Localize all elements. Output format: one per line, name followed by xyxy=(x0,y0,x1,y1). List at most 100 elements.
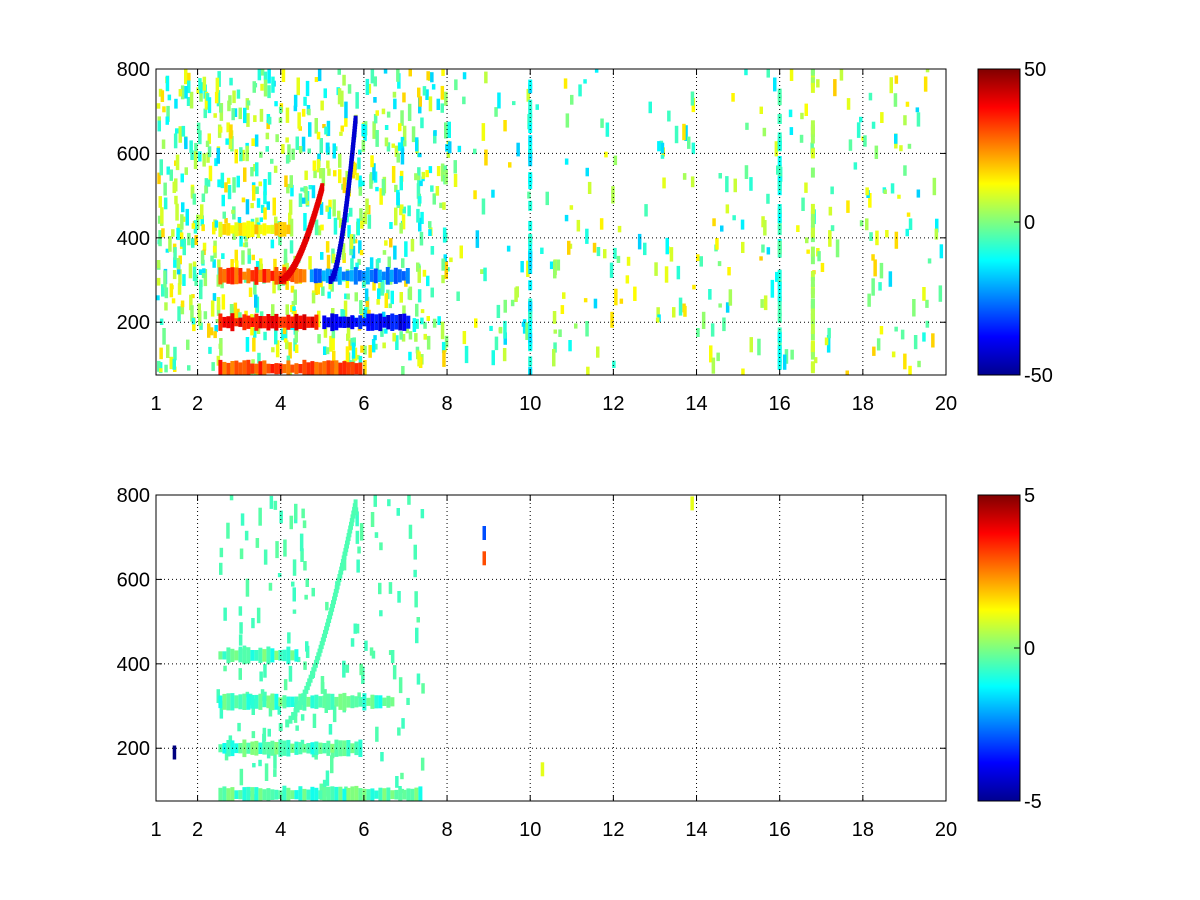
heatmap-cell xyxy=(304,186,308,204)
heatmap-cell xyxy=(328,281,332,290)
heatmap-cell xyxy=(648,101,652,114)
heatmap-cell xyxy=(314,787,319,801)
heatmap-cell xyxy=(859,220,864,227)
heatmap-cell xyxy=(290,269,295,283)
heatmap-cell xyxy=(383,69,388,74)
heatmap-cell xyxy=(271,76,275,93)
heatmap-cell xyxy=(408,69,412,77)
heatmap-cell xyxy=(387,499,391,507)
heatmap-cell xyxy=(364,640,368,651)
heatmap-cell xyxy=(810,210,815,221)
heatmap-cell xyxy=(226,362,231,375)
heatmap-cell xyxy=(166,166,170,175)
heatmap-cell xyxy=(810,124,815,135)
heatmap-cell xyxy=(322,786,327,801)
heatmap-cell xyxy=(366,697,371,706)
heatmap-cell xyxy=(664,266,669,283)
heatmap-cell xyxy=(749,177,753,191)
heatmap-cell xyxy=(410,238,415,252)
heatmap-cell xyxy=(375,130,379,147)
heatmap-cell xyxy=(288,342,292,359)
heatmap-cell xyxy=(342,177,347,194)
heatmap-cell xyxy=(327,168,331,176)
heatmap-cell xyxy=(314,361,319,375)
heatmap-cell xyxy=(253,278,257,295)
heatmap-cell xyxy=(288,199,293,215)
heatmap-cell xyxy=(342,74,346,86)
heatmap-cell xyxy=(285,155,290,164)
heatmap-cell xyxy=(516,142,520,157)
heatmap-cell xyxy=(226,788,231,801)
heatmap-cell xyxy=(319,202,324,215)
heatmap-cell xyxy=(430,246,435,255)
heatmap-cell xyxy=(347,225,351,238)
heatmap-cell xyxy=(302,520,307,529)
heatmap-cell xyxy=(355,623,360,634)
heatmap-cell xyxy=(330,360,335,375)
heatmap-cell xyxy=(354,507,359,516)
heatmap-cell xyxy=(359,300,363,314)
heatmap-cell xyxy=(234,222,239,237)
heatmap-cell xyxy=(285,340,289,350)
heatmap-cell xyxy=(784,349,789,364)
heatmap-cell xyxy=(379,188,383,205)
heatmap-cell xyxy=(327,291,331,299)
heatmap-cell xyxy=(481,198,486,215)
heatmap-cell xyxy=(255,186,259,194)
heatmap-cell xyxy=(616,255,621,263)
heatmap-cell xyxy=(391,143,395,148)
heatmap-cell xyxy=(444,169,448,185)
heatmap-cell xyxy=(257,69,262,81)
heatmap-cell xyxy=(381,311,386,318)
heatmap-cell xyxy=(420,317,424,325)
heatmap-cell xyxy=(238,107,242,120)
x-tick-label: 18 xyxy=(852,819,874,841)
heatmap-cell xyxy=(294,503,298,520)
heatmap-cell xyxy=(484,149,488,166)
heatmap-cell xyxy=(245,337,250,352)
heatmap-cell xyxy=(259,671,263,682)
heatmap-cell xyxy=(189,294,193,311)
heatmap-cell xyxy=(373,114,378,124)
heatmap-cell xyxy=(317,69,322,82)
heatmap-cell xyxy=(316,282,320,295)
heatmap-cell xyxy=(633,286,637,301)
heatmap-cell xyxy=(172,270,177,280)
heatmap-cell xyxy=(300,187,304,192)
heatmap-cell xyxy=(879,262,884,279)
heatmap-cell xyxy=(384,125,389,130)
heatmap-cell xyxy=(340,309,344,321)
heatmap-cell xyxy=(238,790,243,800)
heatmap-cell xyxy=(193,220,198,234)
heatmap-cell xyxy=(200,204,204,220)
heatmap-cell xyxy=(303,661,307,670)
heatmap-cell xyxy=(247,252,251,264)
heatmap-cell xyxy=(323,88,327,99)
heatmap-cell xyxy=(234,267,239,285)
heatmap-cell xyxy=(408,351,412,361)
heatmap-cell xyxy=(897,194,901,199)
heatmap-cell xyxy=(418,217,422,232)
heatmap-cell xyxy=(324,126,328,135)
heatmap-cell xyxy=(226,122,230,133)
heatmap-cell xyxy=(259,258,263,269)
heatmap-cell xyxy=(226,693,231,711)
heatmap-cell xyxy=(207,97,212,114)
heatmap-cell xyxy=(363,309,367,327)
heatmap-cell xyxy=(393,98,397,110)
heatmap-cell xyxy=(289,175,293,188)
heatmap-cell xyxy=(256,198,261,208)
heatmap-cell xyxy=(908,218,913,230)
heatmap-cell xyxy=(384,293,388,308)
heatmap-cell xyxy=(274,216,278,230)
heatmap-cell xyxy=(938,285,943,302)
heatmap-cell xyxy=(233,108,238,117)
heatmap-cell xyxy=(906,212,911,217)
heatmap-cell xyxy=(306,696,311,707)
heatmap-cell xyxy=(717,261,722,267)
heatmap-cell xyxy=(258,507,262,526)
heatmap-cell xyxy=(946,66,950,72)
heatmap-cell xyxy=(345,346,350,364)
heatmap-cell xyxy=(326,254,331,270)
heatmap-cell xyxy=(323,346,327,355)
